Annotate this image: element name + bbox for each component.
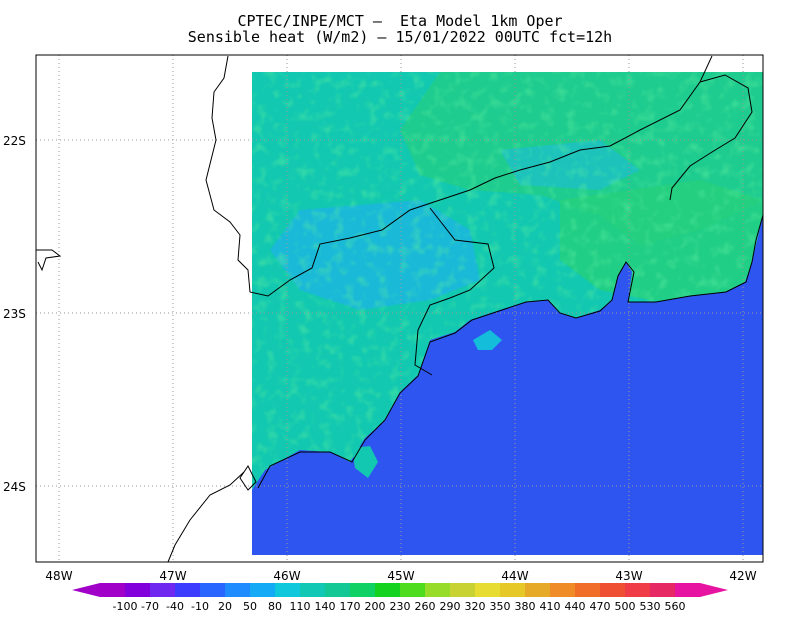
state-border [414, 207, 495, 376]
colorbar-label: 290 [440, 600, 461, 613]
colorbar-swatch [450, 583, 476, 597]
colorbar-swatch [275, 583, 301, 597]
colorbar-swatch [100, 583, 126, 597]
map-title: CPTEC/INPE/MCT – Eta Model 1km Oper [237, 12, 563, 30]
colorbar-label: 260 [415, 600, 436, 613]
lat-label: 23S [3, 307, 26, 321]
colorbar-label: 20 [218, 600, 232, 613]
colorbar-label: 500 [615, 600, 636, 613]
color-scale-bar: -100 -70 -40 -10 20 50 80 110 140 170 200 230 260 290… [72, 583, 728, 613]
colorbar-label: 530 [640, 600, 661, 613]
colorbar-label: 230 [390, 600, 411, 613]
colorbar-label: 560 [665, 600, 686, 613]
sensible-heat-field [252, 72, 763, 555]
colorbar-label: 110 [290, 600, 311, 613]
colorbar-swatch [175, 583, 201, 597]
colorbar-swatch [300, 583, 326, 597]
colorbar-swatch [625, 583, 651, 597]
colorbar-label: 350 [490, 600, 511, 613]
lon-label: 42W [729, 569, 756, 583]
colorbar-swatch [150, 583, 176, 597]
colorbar-label: 440 [565, 600, 586, 613]
colorbar-swatch [500, 583, 526, 597]
colorbar-swatch [225, 583, 251, 597]
lat-lon-grid [36, 55, 763, 562]
state-border [669, 74, 753, 201]
colorbar-label: -100 [113, 600, 138, 613]
colorbar-swatch [350, 583, 376, 597]
lon-label: 43W [615, 569, 642, 583]
river [36, 249, 62, 272]
political-boundaries [36, 55, 764, 563]
colorbar-label: -10 [191, 600, 209, 613]
lon-label: 45W [387, 569, 414, 583]
colorbar-swatch [550, 583, 576, 597]
state-border [167, 471, 245, 563]
colorbar-swatch [375, 583, 401, 597]
lon-label: 44W [501, 569, 528, 583]
colorbar-swatch [600, 583, 626, 597]
island-outline [239, 465, 257, 491]
lon-label: 48W [45, 569, 72, 583]
colorbar-swatch [525, 583, 551, 597]
colorbar-label: 470 [590, 600, 611, 613]
colorbar-max-arrow [700, 583, 728, 597]
lat-label: 22S [3, 134, 26, 148]
colorbar-label: 380 [515, 600, 536, 613]
colorbar-swatch [325, 583, 351, 597]
colorbar-swatch [400, 583, 426, 597]
colorbar-label: 410 [540, 600, 561, 613]
colorbar-label: 170 [340, 600, 361, 613]
colorbar-label: 50 [243, 600, 257, 613]
colorbar-swatch [475, 583, 501, 597]
colorbar-label: 80 [268, 600, 282, 613]
colorbar-swatch [200, 583, 226, 597]
colorbar-label: 320 [465, 600, 486, 613]
island [473, 330, 502, 350]
colorbar-label: -40 [166, 600, 184, 613]
colorbar-swatch [675, 583, 701, 597]
colorbar-swatch [250, 583, 276, 597]
colorbar-label: 200 [365, 600, 386, 613]
colorbar-swatch [125, 583, 151, 597]
lon-label: 46W [273, 569, 300, 583]
colorbar-swatch [575, 583, 601, 597]
ocean-area [252, 215, 763, 555]
state-border [205, 55, 713, 297]
colorbar-label: 140 [315, 600, 336, 613]
lon-label: 47W [159, 569, 186, 583]
island [352, 446, 378, 478]
colorbar-swatch [425, 583, 451, 597]
colorbar-min-arrow [72, 583, 100, 597]
colorbar-swatch [650, 583, 676, 597]
map-frame [35, 54, 764, 563]
lat-label: 24S [3, 480, 26, 494]
colorbar-label: -70 [141, 600, 159, 613]
map-subtitle: Sensible heat (W/m2) – 15/01/2022 00UTC … [187, 28, 613, 46]
coastline [257, 214, 764, 489]
